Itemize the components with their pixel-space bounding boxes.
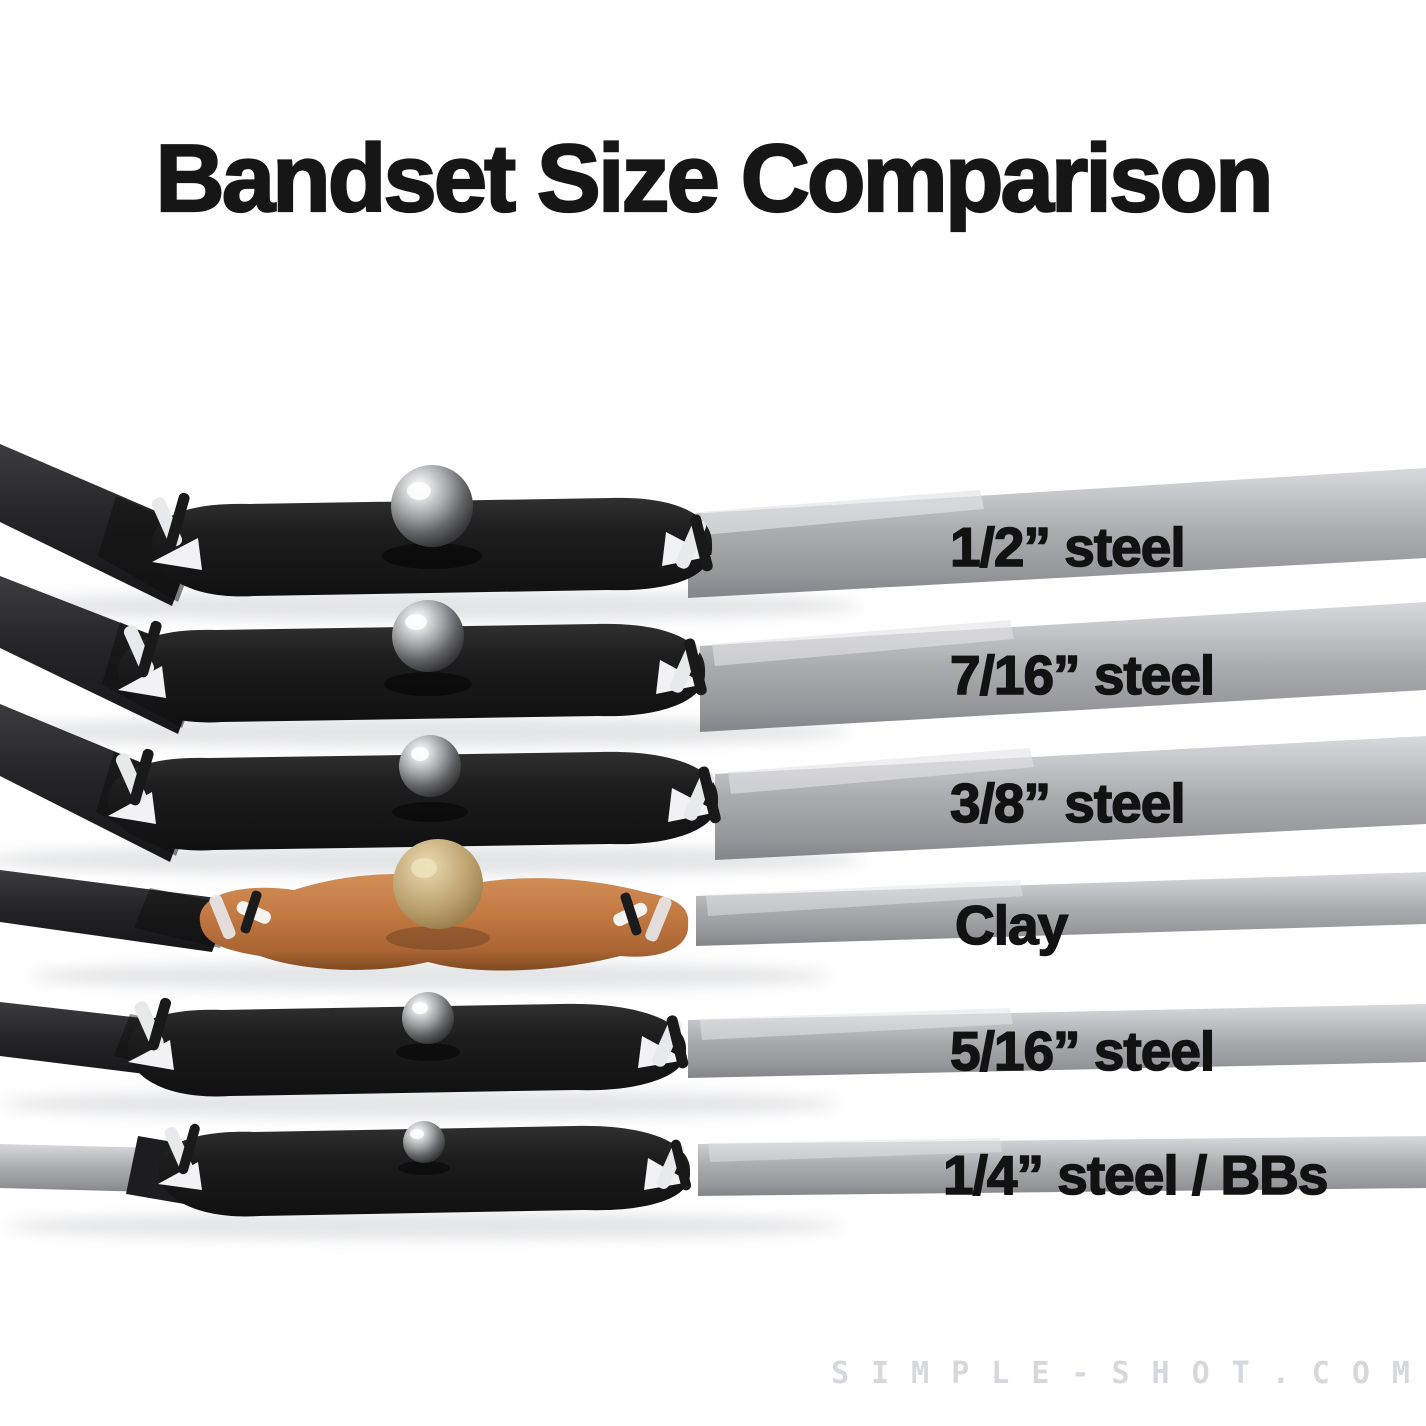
ball-highlight bbox=[410, 1129, 424, 1139]
bandset-label: Clay bbox=[955, 894, 1069, 956]
steel-ball bbox=[402, 992, 454, 1044]
pouch-details bbox=[108, 748, 721, 824]
steel-ball bbox=[403, 1121, 445, 1163]
row-shadow bbox=[30, 962, 830, 990]
ball-shadow bbox=[386, 926, 490, 950]
pouch-details bbox=[118, 620, 707, 698]
pouch-details bbox=[128, 997, 689, 1070]
ball-shadow bbox=[392, 802, 468, 822]
page-title: Bandset Size Comparison bbox=[154, 125, 1274, 232]
band-highlight bbox=[700, 490, 984, 535]
row-shadow bbox=[4, 1213, 844, 1239]
ball-highlight bbox=[407, 482, 431, 500]
bandset-label: 7/16” steel bbox=[950, 644, 1214, 706]
bandset-row: Clay bbox=[0, 839, 1426, 990]
bandset-label: 1/4” steel / BBs bbox=[943, 1144, 1327, 1206]
clay-ball bbox=[393, 839, 483, 929]
bandset-row: 1/4” steel / BBs bbox=[0, 1121, 1426, 1239]
band-highlight bbox=[728, 748, 1034, 794]
watermark: SIMPLE-SHOT.COM bbox=[831, 1356, 1426, 1391]
ball-highlight bbox=[412, 1002, 428, 1014]
steel-ball bbox=[392, 600, 464, 672]
bandset-row: 1/2” steel bbox=[0, 444, 1426, 621]
bandset-label: 3/8” steel bbox=[950, 772, 1185, 834]
bandset-row: 3/8” steel bbox=[0, 704, 1426, 875]
ball-shadow bbox=[382, 543, 482, 569]
row-shadow bbox=[0, 717, 850, 747]
row-shadow bbox=[0, 1090, 840, 1118]
pouch-details bbox=[151, 492, 713, 572]
band-highlight bbox=[706, 880, 1023, 916]
steel-ball bbox=[391, 465, 473, 547]
rubber-band-right bbox=[688, 468, 1426, 598]
rubber-band-left bbox=[0, 870, 232, 952]
pouch-details bbox=[209, 890, 672, 942]
pouch-details bbox=[158, 1123, 692, 1191]
ball-shadow bbox=[398, 1161, 450, 1175]
pouch bbox=[107, 751, 719, 851]
ball-shadow bbox=[396, 1043, 460, 1061]
bandset-label: 1/2” steel bbox=[950, 516, 1185, 578]
ball-shadow bbox=[384, 672, 472, 696]
ball-highlight bbox=[411, 858, 437, 878]
band-highlight bbox=[712, 620, 1014, 666]
bandset-row: 5/16” steel bbox=[0, 992, 1426, 1118]
rubber-band-right bbox=[700, 602, 1426, 732]
rubber-band-left bbox=[0, 1144, 160, 1192]
ball-highlight bbox=[411, 747, 429, 761]
ball-highlight bbox=[405, 614, 427, 630]
steel-ball bbox=[399, 735, 461, 797]
band-highlight bbox=[708, 1138, 1002, 1162]
band-highlight bbox=[700, 1008, 1013, 1040]
bandset-label: 5/16” steel bbox=[950, 1020, 1214, 1082]
bandset-row: 7/16” steel bbox=[0, 576, 1426, 747]
